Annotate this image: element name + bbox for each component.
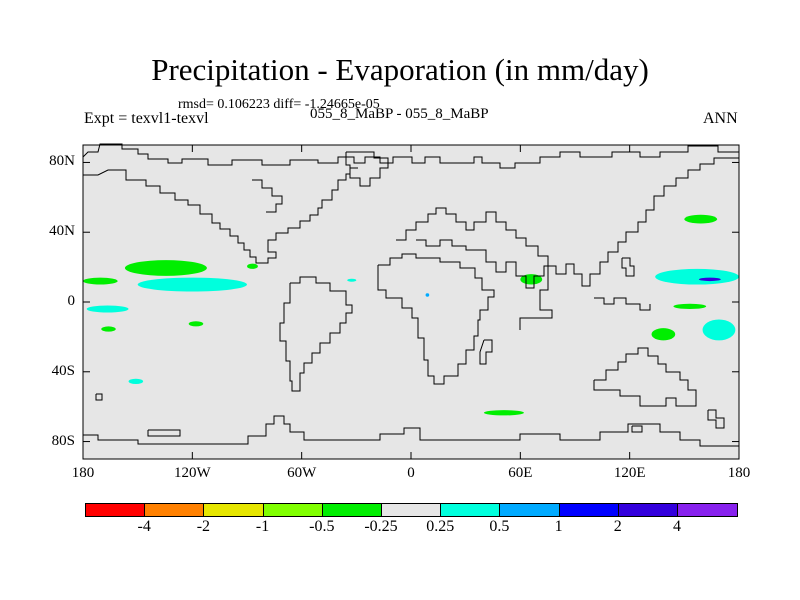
season-label: ANN bbox=[703, 110, 738, 127]
lat-label: 80S bbox=[51, 432, 75, 449]
map-background bbox=[83, 145, 739, 459]
coastline-eurasia bbox=[396, 157, 739, 287]
coastline-arabia-india bbox=[476, 249, 552, 289]
coastline-antarctica-inlet bbox=[147, 429, 181, 437]
anomaly-patches bbox=[83, 214, 739, 416]
lat-label: 40N bbox=[49, 223, 75, 240]
colorbar-swatch bbox=[86, 504, 146, 516]
colorbar-swatch bbox=[204, 504, 264, 516]
anomaly-patch bbox=[698, 277, 721, 282]
lon-label: 120E bbox=[613, 465, 646, 481]
colorbar-swatch bbox=[677, 504, 738, 516]
coastline-new-zealand bbox=[707, 409, 725, 429]
anomaly-patch bbox=[651, 328, 676, 341]
coastline-madagascar bbox=[479, 339, 493, 365]
colorbar-label: 1 bbox=[554, 518, 563, 535]
colorbar-label: 2 bbox=[613, 518, 622, 535]
lon-label: 180 bbox=[727, 465, 751, 481]
lat-label: 40S bbox=[51, 362, 75, 379]
experiment-label: Expt = texvl1-texvl bbox=[84, 110, 209, 127]
coastline-africa bbox=[377, 253, 495, 385]
colorbar bbox=[85, 503, 739, 517]
lat-label: 80N bbox=[49, 153, 75, 170]
coastline-hudson-bay bbox=[252, 179, 283, 213]
coastline-island-hawaii bbox=[95, 393, 103, 401]
colorbar-swatch bbox=[618, 504, 678, 516]
anomaly-patch bbox=[86, 305, 129, 313]
colorbar-swatch bbox=[263, 504, 323, 516]
lon-label: 0 bbox=[407, 465, 415, 481]
colorbar-label: -0.5 bbox=[309, 518, 335, 535]
colorbar-label: 4 bbox=[673, 518, 681, 535]
colorbar-label: -0.25 bbox=[364, 518, 398, 535]
colorbar-swatch bbox=[322, 504, 382, 516]
anomaly-patch bbox=[425, 293, 430, 297]
axis-ticks bbox=[82, 145, 740, 459]
coastline-southeast-asia bbox=[519, 266, 553, 330]
anomaly-patch bbox=[188, 321, 204, 327]
lon-label: 60E bbox=[508, 465, 533, 481]
lon-label: 180 bbox=[71, 465, 95, 481]
coastline-antarctica bbox=[83, 415, 739, 447]
colorbar-label: -1 bbox=[255, 518, 270, 535]
anomaly-patch bbox=[101, 326, 116, 332]
anomaly-patch bbox=[655, 268, 739, 285]
coastline-indonesia bbox=[594, 297, 651, 311]
coastline-island-pacific bbox=[631, 425, 643, 433]
anomaly-patch bbox=[247, 263, 258, 269]
anomaly-patch bbox=[673, 303, 707, 309]
anomaly-patch bbox=[702, 319, 736, 341]
stats-text: rmsd= 0.106223 diff= -1.24665e-05 bbox=[178, 97, 380, 112]
colorbar-swatch bbox=[559, 504, 619, 516]
lon-label: 120W bbox=[173, 465, 211, 481]
anomaly-patch bbox=[128, 378, 144, 384]
coastlines bbox=[82, 143, 739, 447]
anomaly-patch bbox=[684, 214, 718, 224]
coastline-north-america bbox=[83, 167, 358, 264]
lat-label: 0 bbox=[67, 293, 76, 309]
coastline-south-america bbox=[279, 276, 353, 392]
coastline-japan bbox=[621, 257, 635, 277]
colorbar-swatch bbox=[381, 504, 442, 516]
colorbar-label: -4 bbox=[137, 518, 151, 535]
coastline-australia bbox=[593, 347, 697, 407]
colorbar-label: 0.5 bbox=[489, 518, 510, 535]
case-label: 055_8_MaBP - 055_8_MaBP bbox=[310, 106, 489, 122]
anomaly-patch bbox=[83, 277, 118, 285]
colorbar-swatch bbox=[500, 504, 560, 516]
coastline-mediterranean bbox=[416, 239, 476, 251]
colorbar-swatch bbox=[441, 504, 501, 516]
anomaly-patch bbox=[137, 277, 247, 292]
plot-title: Precipitation - Evaporation (in mm/day) bbox=[151, 52, 649, 87]
anomaly-patch bbox=[347, 278, 357, 282]
colorbar-label: 0.25 bbox=[426, 518, 455, 535]
colorbar-swatch bbox=[145, 504, 205, 516]
anomaly-patch bbox=[483, 410, 524, 416]
colorbar-label: -2 bbox=[196, 518, 211, 535]
coastline-arctic bbox=[82, 143, 739, 169]
coastline-greenland bbox=[345, 151, 389, 187]
anomaly-patch bbox=[124, 260, 207, 276]
lon-label: 60W bbox=[287, 465, 317, 481]
